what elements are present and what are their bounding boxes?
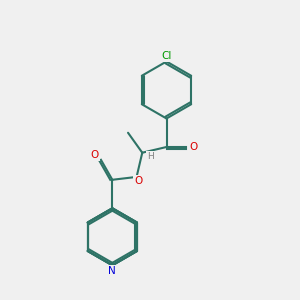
Text: O: O [189,142,197,152]
Text: O: O [134,176,142,186]
Text: Cl: Cl [161,51,172,61]
Text: N: N [109,266,116,276]
Text: H: H [147,152,154,161]
Text: O: O [91,150,99,160]
